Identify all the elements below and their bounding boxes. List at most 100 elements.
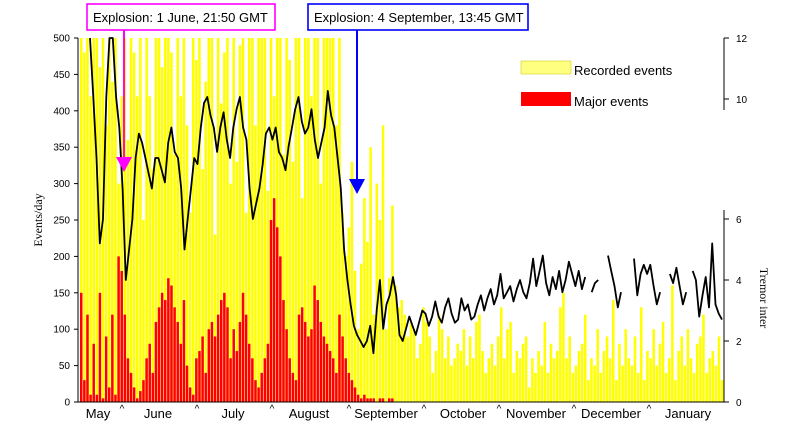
- recorded-bar: [254, 125, 257, 403]
- major-bar: [366, 398, 369, 402]
- major-bar: [101, 398, 105, 402]
- recorded-bar: [114, 38, 117, 402]
- annotation-box-september: [307, 3, 529, 31]
- recorded-bar: [612, 300, 615, 402]
- recorded-bar: [170, 52, 173, 403]
- recorded-bar: [524, 336, 528, 402]
- major-bar: [263, 358, 267, 402]
- major-bar: [154, 321, 158, 402]
- recorded-bar: [356, 329, 360, 402]
- recorded-bar: [204, 81, 207, 403]
- major-bar: [344, 358, 347, 402]
- left-tick-label: 200: [53, 252, 70, 263]
- recorded-bar: [257, 38, 260, 402]
- major-bar: [322, 336, 326, 402]
- recorded-bar: [437, 314, 441, 402]
- recorded-bar: [434, 351, 438, 402]
- recorded-bar: [409, 321, 413, 402]
- recorded-bar: [111, 81, 114, 403]
- recorded-bar: [92, 38, 95, 402]
- recorded-bar: [431, 372, 435, 402]
- major-bar: [388, 398, 391, 402]
- major-bar: [207, 329, 211, 402]
- recorded-bar: [307, 38, 310, 402]
- major-bar: [310, 329, 313, 402]
- recorded-bar: [534, 372, 537, 402]
- major-bar: [248, 343, 251, 402]
- recorded-bar: [608, 358, 612, 402]
- annotation-arrowhead-june: [116, 157, 132, 172]
- major-bar: [142, 380, 145, 402]
- month-boundary-marker: ^: [120, 404, 125, 415]
- recorded-bar: [714, 365, 718, 402]
- recorded-bar: [447, 336, 450, 402]
- month-boundary-marker: ^: [270, 404, 275, 415]
- recorded-bar: [244, 212, 248, 402]
- recorded-bar: [182, 38, 186, 402]
- recorded-bar: [310, 96, 313, 403]
- major-bar: [356, 394, 360, 402]
- major-bar: [353, 387, 357, 402]
- recorded-bar: [220, 103, 223, 403]
- recorded-bar: [518, 358, 522, 402]
- recorded-bar: [260, 38, 263, 402]
- recorded-bar: [664, 372, 668, 402]
- major-bar: [83, 380, 86, 402]
- major-bar: [195, 358, 198, 402]
- recorded-bar: [615, 380, 618, 402]
- recorded-bar: [658, 343, 662, 402]
- major-bar: [335, 372, 338, 402]
- major-bar: [266, 343, 270, 402]
- major-bar: [111, 314, 114, 402]
- right-tick-label: 6: [736, 215, 742, 226]
- major-bar: [288, 358, 291, 402]
- recorded-bar: [400, 300, 403, 402]
- recorded-bar: [702, 314, 705, 402]
- recorded-bar: [369, 147, 372, 402]
- recorded-bar: [696, 343, 699, 402]
- month-boundary-marker: ^: [572, 404, 577, 415]
- major-bar: [213, 336, 217, 402]
- recorded-bar: [537, 351, 540, 402]
- month-label: November: [506, 406, 567, 421]
- left-tick-label: 150: [53, 288, 70, 299]
- major-bar: [319, 321, 323, 402]
- recorded-bar: [148, 96, 151, 403]
- recorded-bar: [406, 336, 410, 402]
- recorded-bar: [440, 329, 444, 402]
- recorded-bar: [363, 198, 366, 402]
- recorded-bar: [86, 38, 89, 402]
- recorded-bar: [543, 321, 547, 402]
- recorded-bar: [605, 336, 609, 402]
- major-bar: [232, 329, 235, 402]
- major-bar: [157, 307, 161, 402]
- recorded-bar: [627, 358, 631, 402]
- recorded-bar: [671, 285, 674, 402]
- right-tick-label: 4: [736, 276, 742, 287]
- recorded-bar: [655, 365, 659, 402]
- recorded-bar: [338, 38, 341, 402]
- recorded-bar: [683, 365, 687, 402]
- month-boundary-marker: ^: [195, 404, 200, 415]
- major-bar: [338, 314, 341, 402]
- right-tick-label: 12: [736, 34, 748, 45]
- major-bar: [269, 220, 273, 402]
- recorded-bar: [528, 387, 531, 402]
- recorded-bar: [593, 365, 596, 402]
- recorded-bar: [195, 59, 198, 403]
- major-bar: [223, 292, 226, 402]
- left-tick-label: 400: [53, 106, 70, 117]
- recorded-bar: [145, 38, 148, 402]
- recorded-bar: [717, 336, 721, 402]
- recorded-bar: [304, 38, 307, 402]
- right-tick-label: 0: [736, 398, 742, 409]
- major-bar: [350, 380, 354, 402]
- month-label: September: [354, 406, 418, 421]
- recorded-bar: [341, 212, 344, 402]
- major-bar: [136, 398, 139, 402]
- recorded-bar: [705, 372, 708, 402]
- major-bar: [104, 336, 108, 402]
- recorded-bar: [139, 38, 142, 402]
- month-label: December: [581, 406, 642, 421]
